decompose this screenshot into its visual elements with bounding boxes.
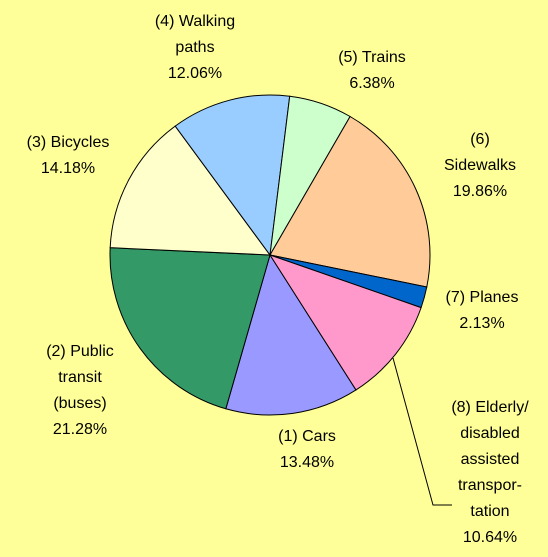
- slice-label: (3) Bicycles: [27, 134, 110, 151]
- pie-slice: [109, 247, 271, 410]
- pie-slice: [268, 254, 422, 391]
- value-label: 10.64%: [463, 529, 517, 546]
- slice-label: (4) Walking paths: [155, 13, 235, 56]
- value-label: 21.28%: [53, 421, 107, 438]
- pie-slice: [269, 115, 431, 288]
- pie-slice: [174, 94, 291, 257]
- value-label: 6.38%: [349, 75, 394, 92]
- value-label: 13.48%: [280, 454, 334, 471]
- slice-label: (8) Elderly/disabled assisted transpor-tat…: [451, 399, 529, 520]
- slice-label: (2) Public transit (buses): [46, 343, 114, 412]
- pie-slice: [109, 125, 272, 256]
- pie-slice: [225, 253, 357, 416]
- leader-line: [392, 357, 452, 506]
- slice-label: (1) Cars: [278, 428, 336, 445]
- value-label: 14.18%: [41, 160, 95, 177]
- value-label: 2.13%: [459, 315, 504, 332]
- slice-label: (5) Trains: [338, 49, 406, 66]
- value-label: 19.86%: [453, 183, 507, 200]
- value-label: 12.06%: [168, 65, 222, 82]
- slice-label: (7) Planes: [446, 289, 519, 306]
- slice-label: (6) Sidewalks: [444, 131, 516, 174]
